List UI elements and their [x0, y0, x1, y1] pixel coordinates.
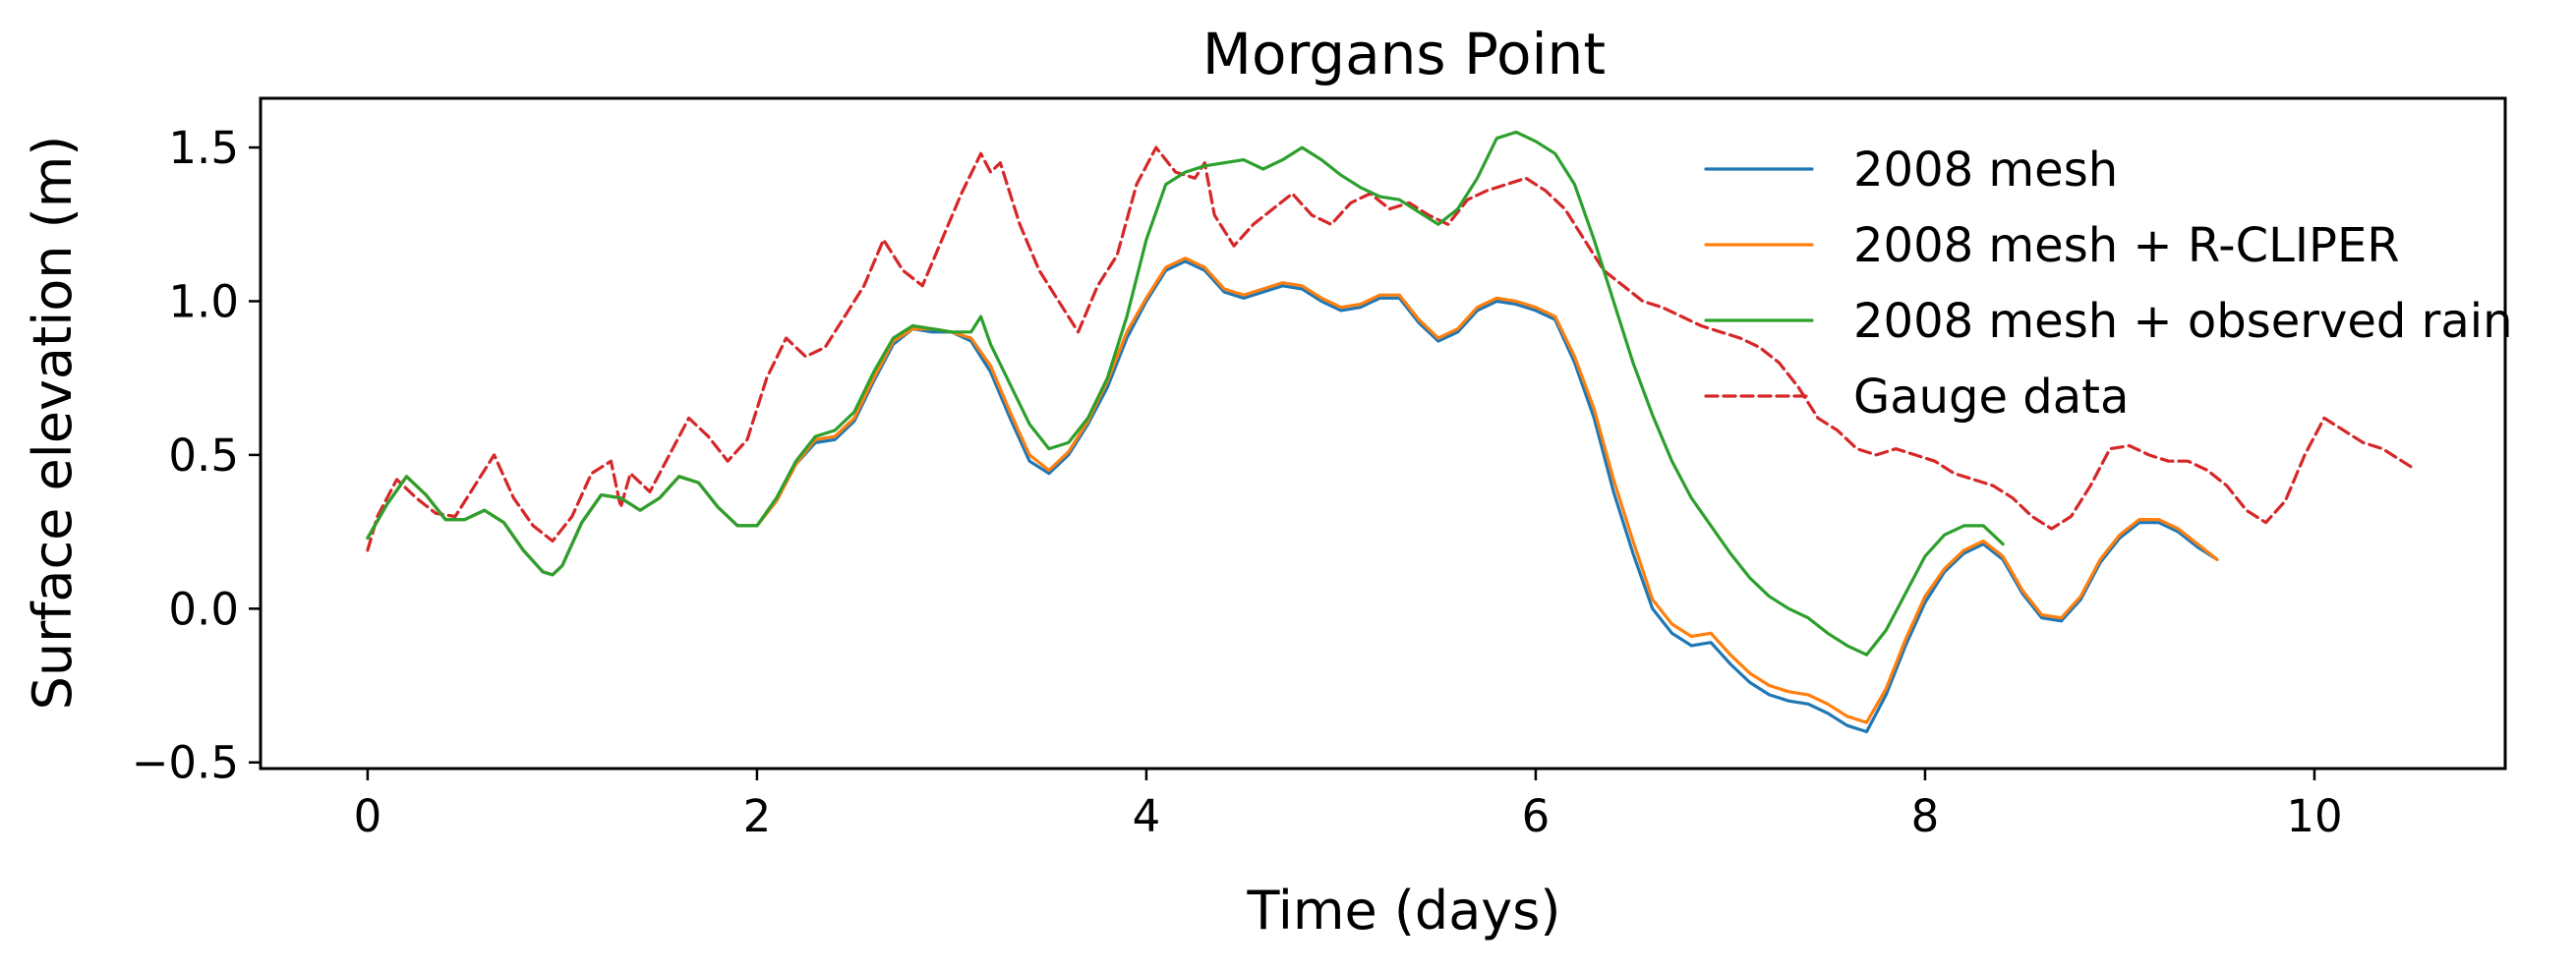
y-axis-label: Surface elevation (m): [22, 136, 84, 711]
y-tick-label: 0.5: [168, 429, 239, 482]
series-line-gauge-data: [366, 145, 2414, 552]
legend-label: 2008 mesh + R-CLIPER: [1853, 218, 2400, 273]
x-tick-label: 4: [1133, 790, 1161, 842]
x-axis-label: Time (days): [1247, 880, 1561, 942]
y-axis: −0.5 0.0 0.5 1.0 1.5: [132, 122, 261, 789]
chart-title: Morgans Point: [1202, 21, 1606, 87]
x-tick-label: 8: [1911, 790, 1940, 842]
x-axis: 0 2 4 6 8 10: [354, 769, 2343, 842]
x-tick-label: 2: [743, 790, 772, 842]
legend: 2008 mesh 2008 mesh + R-CLIPER 2008 mesh +…: [1704, 143, 2513, 425]
x-tick-label: 0: [354, 790, 382, 842]
y-tick-label: 1.5: [168, 122, 239, 174]
legend-label: 2008 mesh + observed rain: [1853, 294, 2513, 349]
y-tick-label: 1.0: [168, 275, 239, 327]
x-tick-label: 10: [2286, 790, 2342, 842]
plot-frame: [259, 96, 2507, 771]
series-line-2008-mesh-observed-rain: [366, 130, 2005, 657]
legend-label: Gauge data: [1853, 370, 2129, 425]
x-tick-label: 6: [1522, 790, 1551, 842]
legend-label: 2008 mesh: [1853, 143, 2118, 198]
series-layer: [366, 130, 2414, 734]
y-tick-label: 0.0: [168, 583, 239, 635]
y-tick-label: −0.5: [132, 737, 239, 789]
